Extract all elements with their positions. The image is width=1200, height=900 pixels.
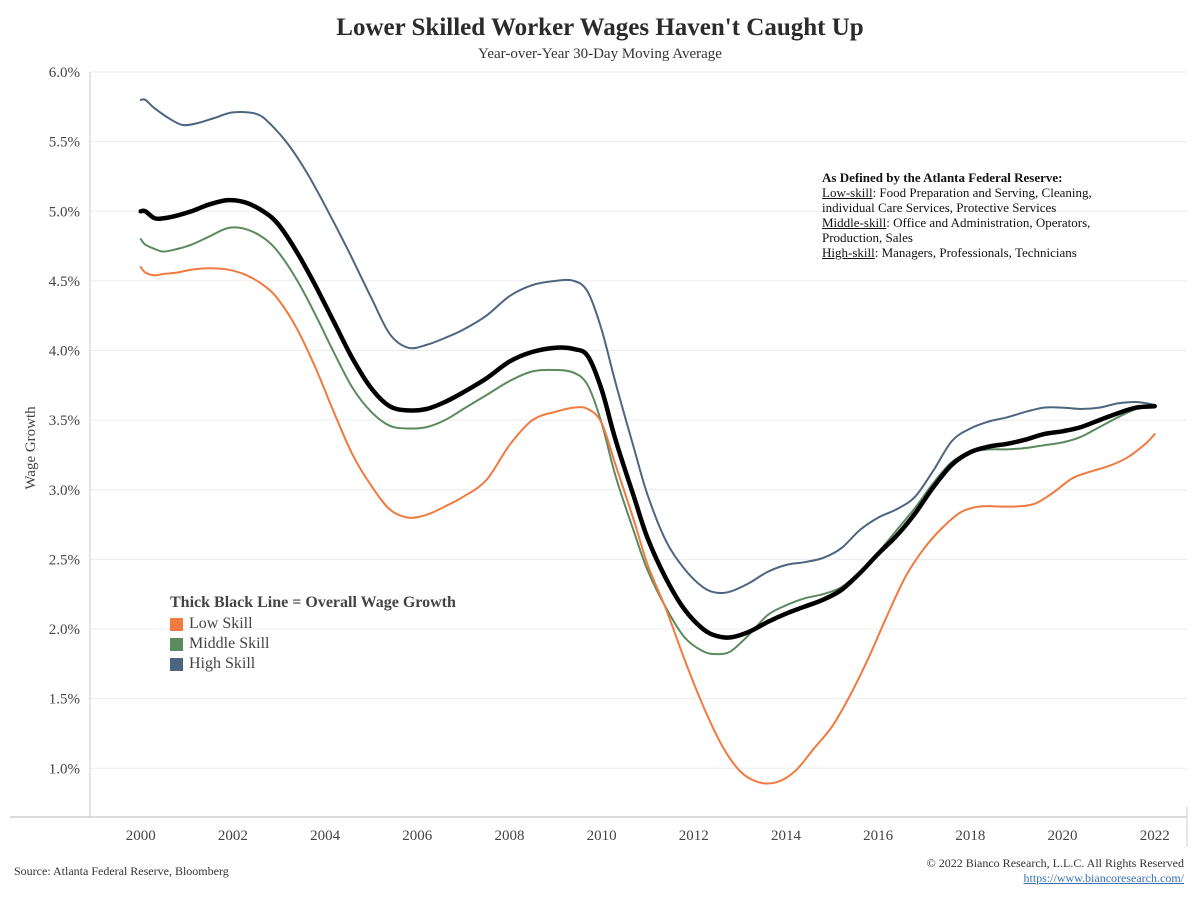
legend-label: Middle Skill [189,635,270,652]
series-line-overall [138,197,1157,640]
source-note: Source: Atlanta Federal Reserve, Bloombe… [14,864,229,878]
definitions-note: As Defined by the Atlanta Federal Reserv… [822,170,1152,260]
definition-term: Middle-skill [822,215,887,230]
y-tick-label: 4.0% [49,344,80,360]
y-tick-label: 2.5% [49,552,80,568]
series-layer [138,98,1157,785]
x-tick-label: 2022 [1140,828,1170,844]
y-tick-label: 3.0% [49,483,80,499]
definition-line: Low-skill: Food Preparation and Serving,… [822,185,1152,200]
x-tick-label: 2006 [402,828,433,844]
y-tick-label: 1.0% [49,761,80,777]
grid-layer [90,71,1187,769]
x-tick-label: 2002 [218,828,248,844]
definition-line: Middle-skill: Office and Administration,… [822,215,1152,230]
y-tick-label: 2.0% [49,622,80,638]
y-tick-label: 5.0% [49,204,80,220]
x-tick-label: 2000 [126,828,156,844]
definition-text: : Office and Administration, Operators, [886,215,1091,230]
chart-subtitle: Year-over-Year 30-Day Moving Average [478,46,722,62]
x-tick-label: 2008 [494,828,524,844]
y-tick-label: 3.5% [49,413,80,429]
y-axis-label: Wage Growth [23,406,39,490]
x-tick-label: 2016 [863,828,894,844]
series-line-low-skill [139,266,1156,785]
legend-swatch [170,637,183,651]
definition-text: Production, Sales [822,230,913,245]
series-line-middle-skill [139,226,1156,656]
x-tick-label: 2004 [310,828,341,844]
legend: Thick Black Line = Overall Wage Growth L… [170,594,570,674]
y-tick-label: 6.0% [49,65,80,81]
website-link[interactable]: https://www.biancoresearch.com/ [1023,871,1184,885]
definition-text: individual Care Services, Protective Ser… [822,200,1057,215]
definition-line: Production, Sales [822,230,1152,245]
legend-label: Low Skill [189,615,253,632]
x-tick-label: 2010 [587,828,617,844]
legend-item-low-skill[interactable]: Low Skill [170,614,570,634]
definition-text: : Managers, Professionals, Technicians [874,245,1077,260]
legend-title: Thick Black Line = Overall Wage Growth [170,594,456,611]
x-tick-label: 2014 [771,828,802,844]
x-tick-label: 2018 [955,828,985,844]
series-line-high-skill [139,98,1156,595]
legend-item-middle-skill[interactable]: Middle Skill [170,634,570,654]
copyright-text: © 2022 Bianco Research, L.L.C. All Right… [926,856,1184,870]
definition-term: Low-skill [822,185,873,200]
legend-label: High Skill [189,655,256,672]
y-tick-label: 5.5% [49,135,80,151]
y-tick-label: 1.5% [49,692,80,708]
copyright-block: © 2022 Bianco Research, L.L.C. All Right… [927,856,1184,886]
legend-item-high-skill[interactable]: High Skill [170,654,570,674]
definitions-title: As Defined by the Atlanta Federal Reserv… [822,170,1063,185]
definition-text: : Food Preparation and Serving, Cleaning… [872,185,1092,200]
definition-line: individual Care Services, Protective Ser… [822,200,1152,215]
legend-swatch [170,657,183,671]
axis-layer: 1.0% 1.5% 2.0% 2.5% 3.0% 3.5% 4.0% 4.5% 5.0% 5.5%… [10,65,1188,847]
x-tick-label: 2020 [1048,828,1078,844]
x-tick-label: 2012 [679,828,709,844]
definition-line: High-skill: Managers, Professionals, Tec… [822,245,1152,260]
definition-term: High-skill [822,245,875,260]
y-tick-label: 4.5% [49,274,80,290]
chart-title: Lower Skilled Worker Wages Haven't Caugh… [336,14,864,41]
legend-swatch [170,617,183,631]
